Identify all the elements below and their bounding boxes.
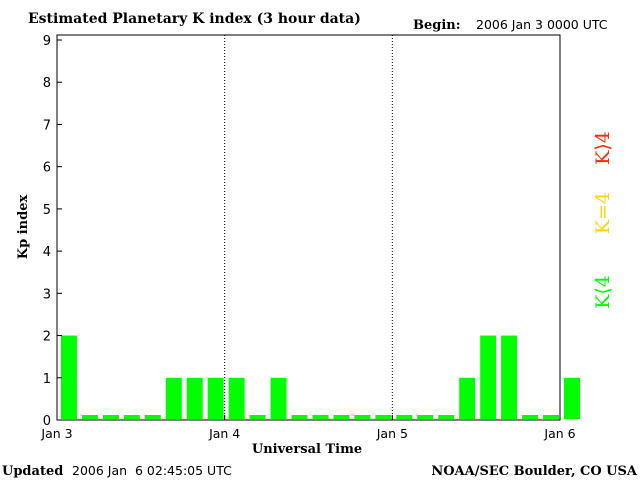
y-tick-label: 5 — [43, 203, 51, 218]
kp-bar — [207, 377, 224, 419]
kp-bar — [438, 415, 455, 419]
y-tick-label: 7 — [43, 118, 51, 133]
kp-bar — [144, 415, 161, 419]
updated-value: 2006 Jan 6 02:45:05 UTC — [72, 463, 232, 478]
x-tick-label: Jan 6 — [543, 426, 575, 441]
x-tick-label: Jan 5 — [376, 426, 408, 441]
updated-label: Updated — [2, 464, 63, 479]
begin-label: Begin: — [413, 18, 461, 33]
legend-k-high: K⟩4 — [592, 131, 614, 165]
kp-bar — [375, 415, 392, 419]
y-tick-label: 2 — [43, 330, 51, 345]
legend-k-low: K⟨4 — [592, 275, 614, 309]
chart-title: Estimated Planetary K index (3 hour data… — [28, 11, 361, 27]
kp-bar — [186, 377, 203, 419]
kp-bar — [312, 415, 329, 419]
bars — [61, 335, 580, 419]
x-tick-label: Jan 4 — [208, 426, 240, 441]
kp-bar — [249, 415, 266, 419]
kp-bar — [480, 335, 497, 419]
begin-value: 2006 Jan 3 0000 UTC — [476, 17, 608, 32]
x-axis-label: Universal Time — [252, 442, 362, 457]
source-credit: NOAA/SEC Boulder, CO USA — [431, 464, 638, 479]
kp-bar — [354, 415, 371, 419]
kp-bar — [61, 335, 77, 419]
kp-bar — [270, 377, 287, 419]
day-separators — [224, 35, 393, 420]
kp-bar — [228, 377, 245, 419]
y-tick-label: 8 — [43, 76, 51, 91]
kp-bar — [522, 415, 539, 419]
kp-bar — [564, 377, 580, 419]
y-axis-label: Kp index — [16, 195, 31, 260]
y-tick-label: 9 — [43, 34, 51, 49]
kp-bar — [396, 415, 413, 419]
y-tick-label: 6 — [43, 161, 51, 176]
plot-frame — [56, 34, 561, 421]
y-tick-label: 3 — [43, 287, 51, 302]
y-ticks: 0 1 2 3 4 5 6 7 8 9 — [43, 34, 62, 429]
kp-bar — [501, 335, 518, 419]
y-tick-label: 4 — [43, 245, 51, 260]
y-tick-label: 1 — [43, 372, 51, 387]
legend-k-equal: K=4 — [592, 192, 614, 234]
kp-bar — [459, 377, 476, 419]
kp-bar — [123, 415, 140, 419]
kp-bar — [81, 415, 98, 419]
kp-bar — [333, 415, 350, 419]
y-tick-label: 0 — [43, 414, 51, 429]
kp-bar — [165, 377, 182, 419]
kp-bar — [102, 415, 119, 419]
kp-bar — [417, 415, 434, 419]
x-tick-label: Jan 3 — [40, 426, 72, 441]
kp-bar — [291, 415, 308, 419]
kp-bar — [543, 415, 559, 419]
x-ticks: Jan 3 Jan 4 Jan 5 Jan 6 — [40, 415, 576, 441]
